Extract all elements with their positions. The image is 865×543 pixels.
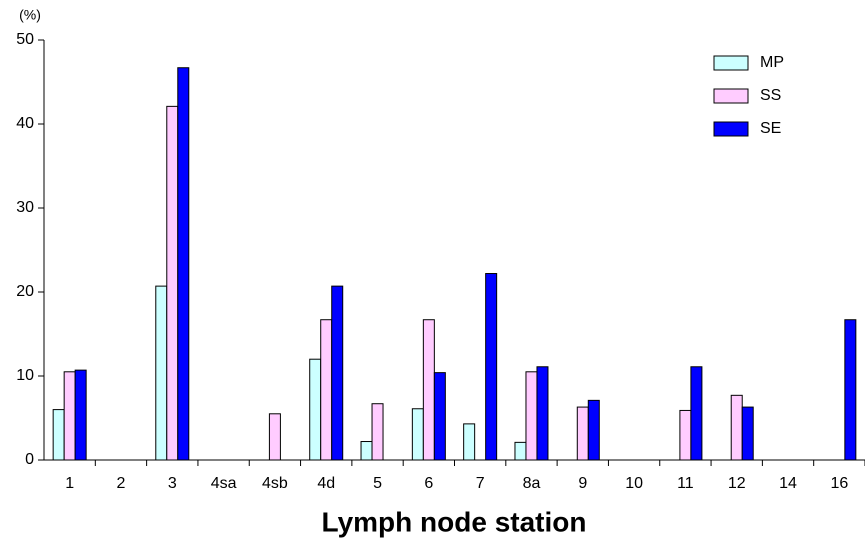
x-tick-label: 12 [728, 475, 746, 492]
legend-swatch [713, 88, 749, 104]
legend-label: SE [760, 120, 781, 137]
x-tick-label: 9 [578, 475, 587, 492]
bar [177, 67, 190, 461]
y-tick-label: 30 [16, 199, 34, 216]
bar [730, 394, 743, 461]
x-tick-label: 6 [424, 475, 433, 492]
bar [371, 403, 384, 461]
x-tick-label: 4sa [211, 475, 237, 492]
y-tick-label: 10 [16, 367, 34, 384]
x-tick-label: 16 [830, 475, 848, 492]
bar [166, 105, 179, 461]
bar [320, 319, 333, 461]
x-tick-label: 5 [373, 475, 382, 492]
bar [536, 366, 549, 461]
x-tick-label: 14 [779, 475, 797, 492]
bar [485, 273, 498, 461]
y-tick-label: 50 [16, 31, 34, 48]
legend-swatch [713, 121, 749, 137]
bar [576, 406, 589, 461]
bar [690, 366, 703, 461]
bar [74, 369, 87, 461]
bar [52, 409, 65, 461]
bar [433, 372, 446, 461]
y-tick-label: 0 [25, 451, 34, 468]
legend-swatch [713, 55, 749, 71]
bar [309, 358, 322, 461]
x-tick-label: 2 [117, 475, 126, 492]
x-tick-label: 3 [168, 475, 177, 492]
bar [514, 441, 527, 461]
bar [411, 408, 424, 461]
bar [587, 399, 600, 461]
bar [844, 319, 857, 461]
bar [63, 371, 76, 461]
legend-label: SS [760, 87, 781, 104]
x-axis-label: Lymph node station [322, 506, 587, 537]
bar [463, 423, 476, 461]
x-tick-label: 8a [523, 475, 541, 492]
x-tick-label: 4d [317, 475, 335, 492]
x-tick-label: 1 [65, 475, 74, 492]
x-tick-label: 7 [476, 475, 485, 492]
y-unit: (%) [19, 7, 41, 23]
bar [268, 413, 281, 461]
bar [741, 406, 754, 461]
y-tick-label: 40 [16, 115, 34, 132]
y-tick-label: 20 [16, 283, 34, 300]
bar [155, 285, 168, 461]
bar [525, 371, 538, 461]
bar [422, 319, 435, 461]
x-tick-label: 11 [677, 475, 694, 492]
bar [360, 441, 373, 461]
x-tick-label: 4sb [262, 475, 288, 492]
bar [331, 285, 344, 461]
x-tick-label: 10 [625, 475, 643, 492]
bar [679, 409, 692, 461]
legend-label: MP [760, 54, 784, 71]
